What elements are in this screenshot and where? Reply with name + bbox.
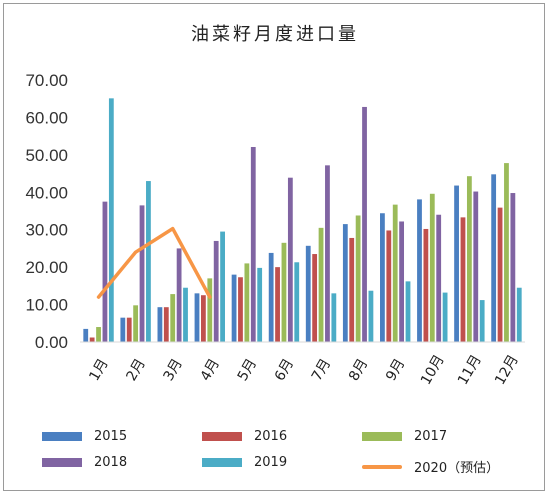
bar-2016-4 (200, 295, 206, 342)
y-tick-label: 70.00 (25, 71, 68, 90)
bar-2019-10 (442, 292, 448, 342)
bar-2019-7 (331, 293, 337, 342)
bar-2015-4 (194, 293, 200, 342)
y-tick-label: 50.00 (25, 146, 68, 165)
bar-2016-2 (126, 317, 132, 342)
bar-2018-5 (250, 146, 256, 342)
bar-2017-12 (504, 163, 509, 342)
y-tick-label: 20.00 (25, 258, 68, 277)
bar-2015-8 (342, 224, 348, 342)
bar-2018-6 (287, 177, 293, 342)
x-tick-label: 1月 (86, 356, 111, 384)
bar-2019-9 (405, 281, 411, 342)
y-tick-label: 30.00 (25, 221, 68, 240)
x-tick-label: 8月 (346, 356, 371, 384)
x-tick-label: 2月 (124, 356, 149, 384)
bar-2016-8 (349, 237, 355, 342)
bar-2018-7 (325, 165, 330, 342)
bar-2017-5 (244, 263, 250, 342)
bar-2018-2 (139, 205, 145, 342)
x-tick-label: 9月 (383, 356, 408, 384)
bar-2017-1 (96, 327, 101, 342)
bar-2018-3 (176, 248, 182, 342)
bar-2019-11 (479, 300, 485, 342)
y-tick-label: 0.00 (35, 333, 68, 352)
chart-title: 油菜籽月度进口量 (191, 24, 359, 45)
x-tick-label: 3月 (161, 356, 186, 384)
bar-2017-2 (133, 305, 139, 342)
bar-2019-4 (220, 231, 225, 342)
y-tick-label: 10.00 (25, 296, 68, 315)
bar-2016-3 (163, 307, 169, 342)
x-tick-label: 10月 (418, 352, 448, 388)
bar-2015-3 (157, 307, 163, 342)
bar-2016-7 (312, 254, 318, 342)
bar-2017-10 (429, 193, 435, 342)
bar-2016-9 (386, 230, 392, 342)
bar-2015-6 (268, 252, 274, 342)
bar-2017-8 (355, 215, 361, 342)
bar-2018-12 (510, 193, 516, 342)
bar-2017-9 (392, 204, 398, 342)
bar-2018-1 (102, 201, 108, 342)
bar-2015-12 (491, 174, 497, 342)
x-tick-label: 4月 (198, 356, 223, 384)
bar-2019-3 (183, 287, 188, 342)
bar-2019-8 (368, 290, 374, 342)
bar-2019-5 (257, 267, 263, 342)
bar-2019-12 (516, 287, 522, 342)
bar-2015-1 (83, 328, 89, 342)
y-tick-label: 60.00 (25, 108, 68, 127)
x-tick-label: 11月 (455, 352, 485, 388)
y-tick-label: 40.00 (25, 183, 68, 202)
bar-2016-1 (89, 337, 95, 342)
x-tick-label: 12月 (492, 352, 522, 388)
bar-2016-10 (423, 228, 429, 342)
bar-2015-5 (231, 274, 237, 342)
bar-2016-5 (238, 277, 243, 342)
bar-2018-9 (399, 221, 405, 342)
bar-2015-11 (454, 185, 459, 342)
bar-2015-7 (305, 245, 311, 342)
bar-2015-9 (380, 213, 385, 342)
bar-2016-11 (460, 217, 466, 342)
bar-2017-11 (466, 176, 472, 342)
bar-2019-2 (146, 181, 151, 342)
bar-2018-11 (473, 191, 479, 342)
bar-2015-10 (417, 199, 422, 342)
bar-2018-10 (436, 214, 442, 342)
bar-2018-4 (213, 240, 219, 342)
bar-2019-6 (294, 262, 300, 342)
bar-2015-2 (120, 317, 126, 342)
bar-2017-4 (207, 278, 213, 342)
bar-2017-6 (281, 242, 287, 342)
bar-2016-6 (275, 267, 280, 342)
bar-2017-7 (318, 227, 324, 342)
x-tick-label: 6月 (272, 356, 297, 384)
line-series-2020 (96, 226, 212, 299)
x-tick-label: 5月 (235, 356, 260, 384)
bar-2017-3 (170, 294, 176, 342)
bar-2016-12 (497, 207, 503, 342)
bar-2018-8 (362, 106, 367, 342)
x-tick-label: 7月 (309, 356, 334, 384)
bar-2019-1 (108, 98, 114, 342)
